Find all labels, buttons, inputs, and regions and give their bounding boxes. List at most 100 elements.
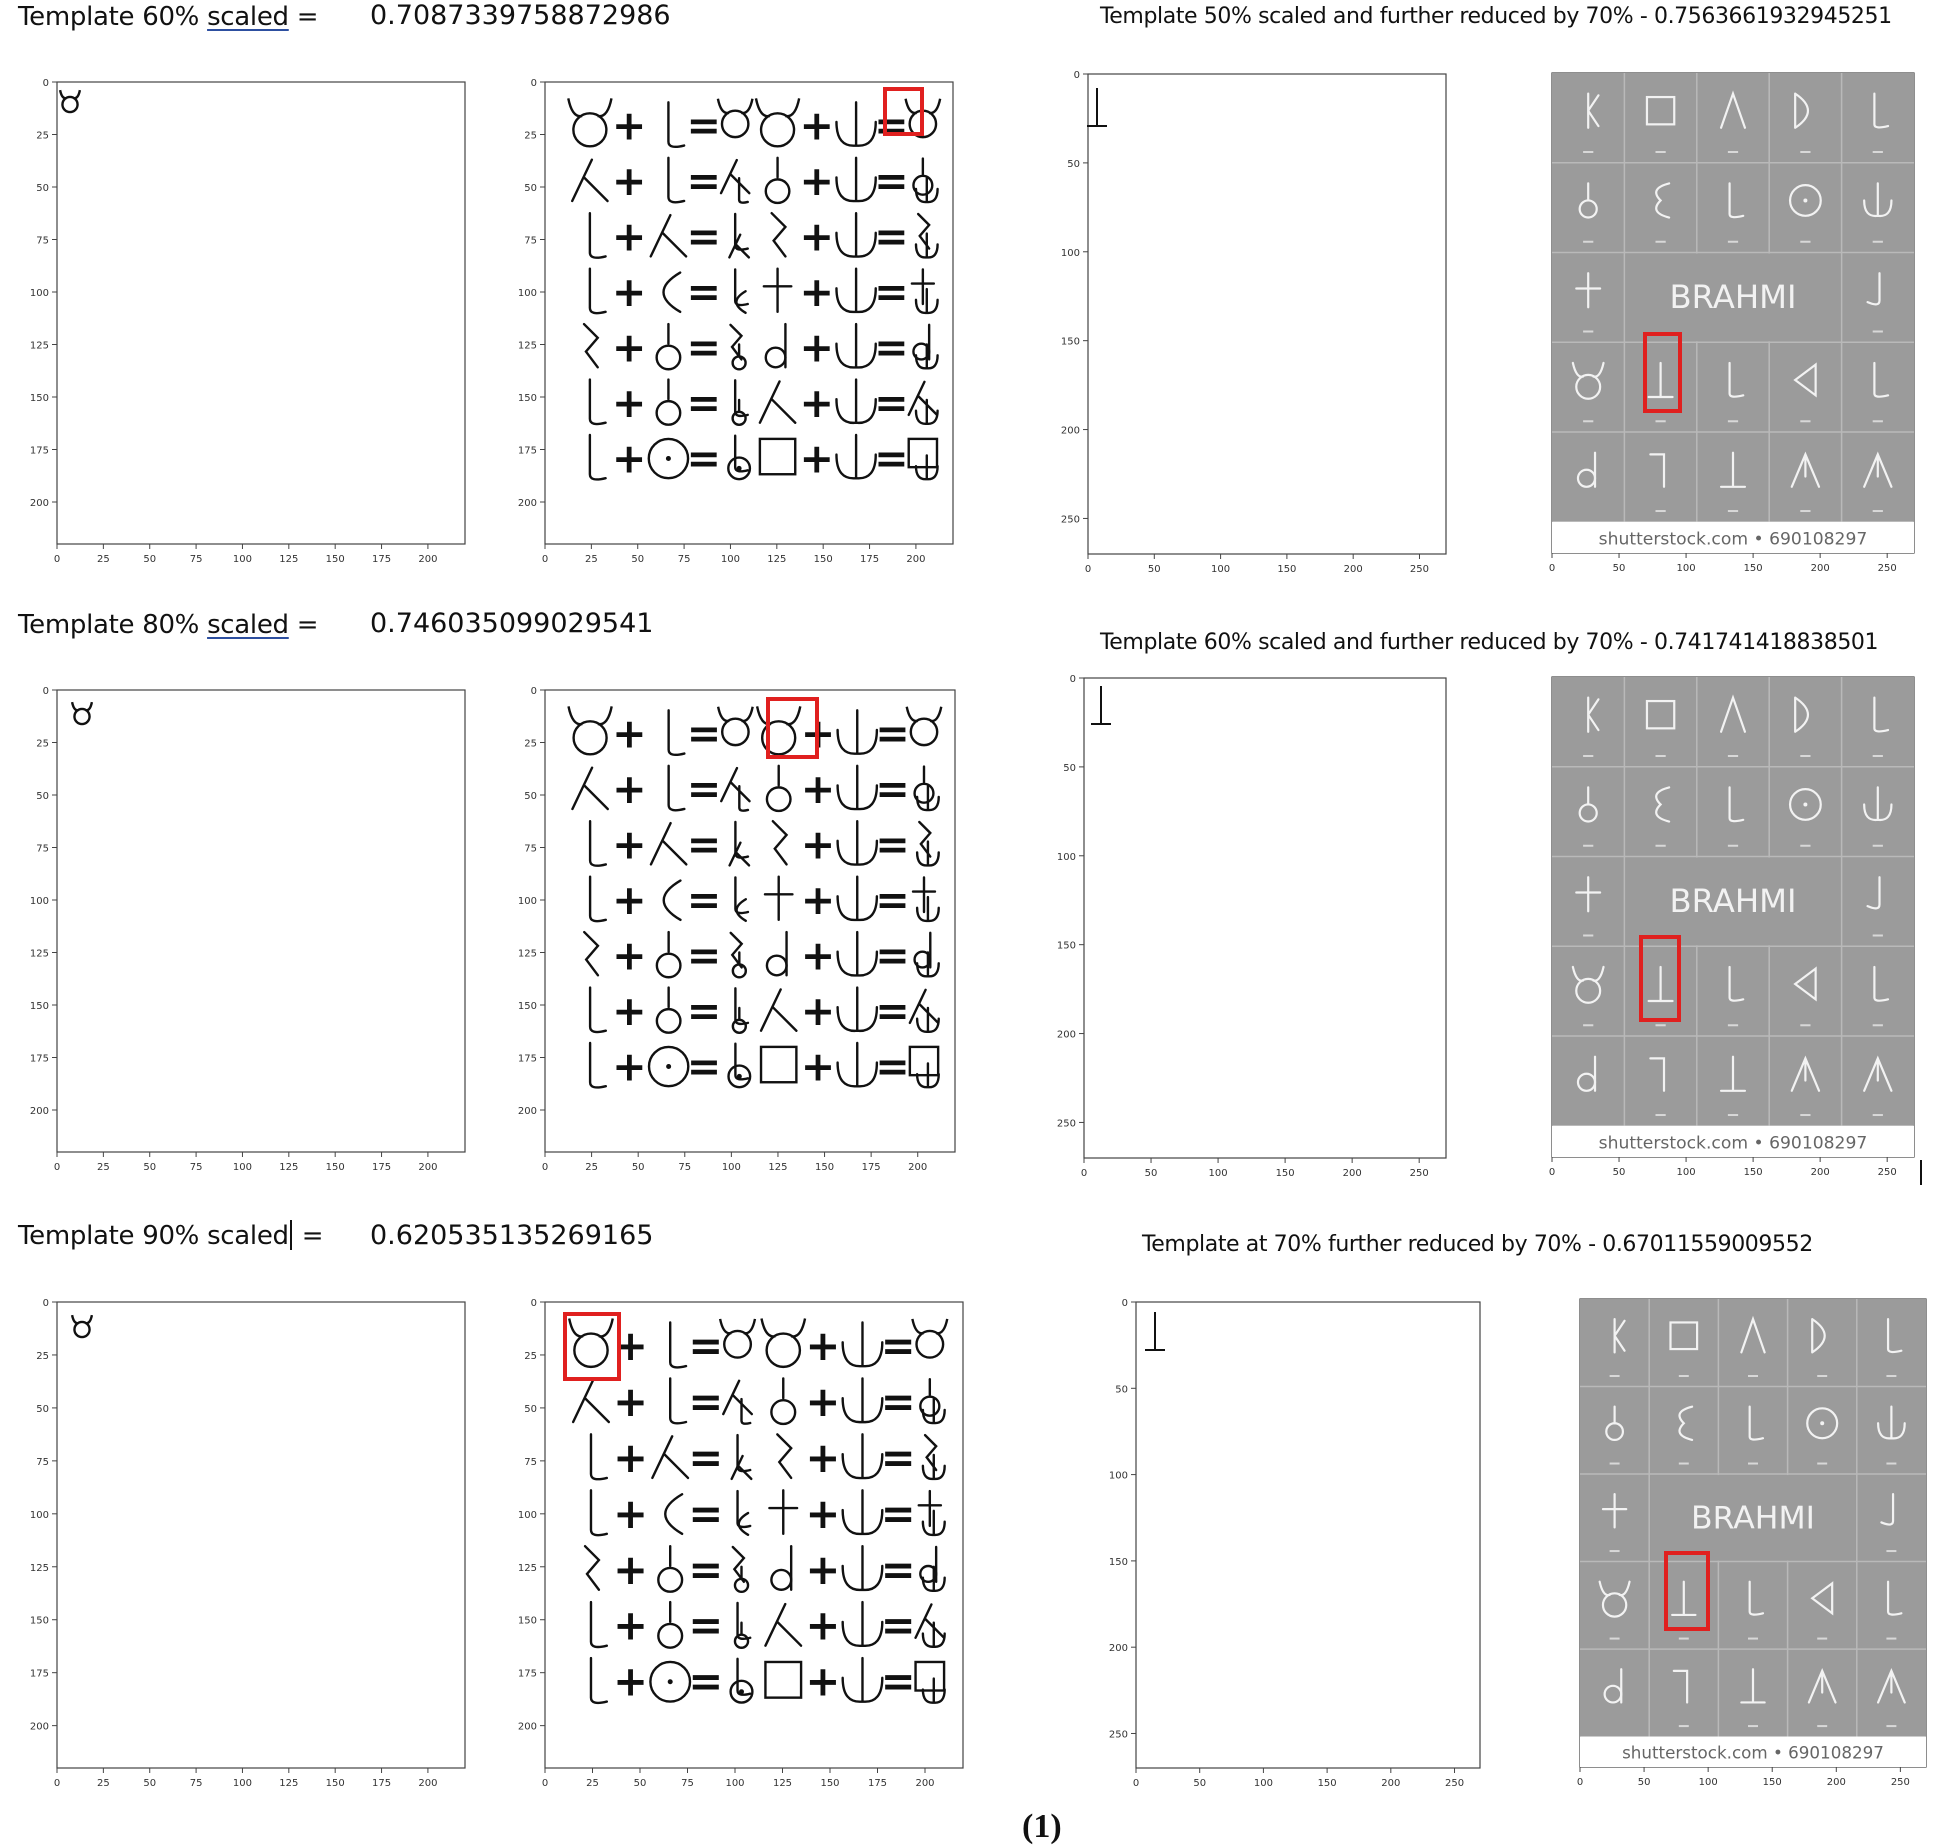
y-tick-label: 125: [30, 341, 49, 352]
ox-horns: [70, 1314, 94, 1325]
match-highlight-box: [1664, 1551, 1710, 1631]
brahmi-glyph: [835, 156, 877, 203]
brahmi-glyph: [915, 895, 940, 923]
y-tick-label: 100: [518, 288, 537, 299]
y-tick-label: 175: [30, 446, 49, 457]
brahmi-glyph: [916, 212, 931, 250]
brahmi-glyph: [588, 433, 607, 481]
reduced-template-glyph: [1145, 1312, 1165, 1351]
chart-glyph: [1863, 182, 1893, 218]
y-tick-label: 0: [531, 78, 537, 89]
row2-title: Template 80% scaled =: [18, 610, 319, 640]
x-tick-label: 50: [1148, 564, 1161, 575]
x-tick-label: 175: [868, 1778, 887, 1789]
y-tick-label: 0: [1074, 70, 1080, 81]
plus-sign: +: [613, 1433, 648, 1482]
chart-glyph: [1788, 788, 1822, 821]
brahmi-glyph: [841, 1377, 884, 1424]
equals-sign: =: [688, 1489, 723, 1538]
x-tick-label: 50: [1613, 563, 1626, 574]
ox-horns: [716, 706, 754, 723]
y-tick-label: 100: [518, 1510, 537, 1521]
x-tick-label: 75: [190, 554, 203, 565]
x-tick-label: 150: [326, 554, 345, 565]
x-tick-label: 250: [1410, 1168, 1429, 1179]
brahmi-glyph: [835, 433, 877, 480]
x-tick-label: 25: [585, 1162, 598, 1173]
brahmi-glyph: [758, 380, 797, 424]
plus-sign: +: [800, 102, 835, 150]
chart-glyph: [1647, 965, 1674, 1003]
plus-sign: +: [612, 876, 647, 924]
plus-sign: +: [805, 1377, 840, 1426]
x-tick-label: 175: [372, 554, 391, 565]
brahmi-glyph: [730, 1454, 753, 1481]
brahmi-glyph: [728, 233, 751, 259]
ox-horns: [754, 98, 801, 118]
brahmi-glyph: [589, 1433, 609, 1481]
equals-sign: =: [686, 213, 721, 261]
brahmi-glyph: [917, 1489, 943, 1528]
chart-glyph-bowl: [1603, 1684, 1623, 1704]
brahmi-glyph: [914, 343, 939, 370]
brahmi-glyph: [771, 820, 789, 866]
plus-sign: +: [612, 157, 647, 205]
equals-sign: =: [687, 1042, 722, 1090]
y-tick-label: 25: [524, 739, 537, 750]
brahmi-glyph: [835, 267, 877, 314]
equals-sign: =: [686, 157, 721, 205]
y-tick-label: 250: [1057, 1118, 1076, 1129]
x-tick-label: 50: [632, 1162, 645, 1173]
x-tick-label: 200: [1344, 564, 1363, 575]
y-tick-label: 175: [518, 446, 537, 457]
chart-glyph: [1647, 361, 1674, 399]
y-tick-label: 75: [524, 236, 537, 247]
brahmi-glyph: [735, 898, 748, 923]
sun-dot: [736, 1073, 742, 1079]
brahmi-glyph: [921, 1565, 946, 1592]
x-tick-label: 0: [1577, 1777, 1583, 1788]
brahmi-glyph: [667, 709, 686, 757]
ox-glyph: [61, 95, 79, 114]
x-tick-label: 50: [1145, 1168, 1158, 1179]
equals-sign: =: [875, 1042, 910, 1090]
axes-frame: [1087, 73, 1447, 555]
equals-sign: =: [881, 1433, 916, 1482]
equals-sign: =: [686, 268, 721, 316]
ox-glyph: [73, 1320, 91, 1339]
chart-glyph: [1886, 1580, 1903, 1616]
sun-glyph: [727, 1064, 752, 1089]
equals-sign: =: [881, 1377, 916, 1426]
footer-strip: [1580, 1736, 1926, 1767]
x-tick-label: 100: [233, 1162, 252, 1173]
plus-sign: +: [612, 765, 647, 813]
y-tick-label: 150: [1109, 1557, 1128, 1568]
chart-glyph: [1719, 90, 1747, 129]
sun-glyph: [647, 437, 690, 480]
y-tick-label: 200: [518, 498, 537, 509]
sun-glyph: [729, 1679, 754, 1704]
equals-sign: =: [881, 1601, 916, 1650]
x-tick-label: 250: [1445, 1778, 1464, 1789]
x-tick-label: 200: [1811, 1167, 1830, 1178]
y-tick-label: 200: [518, 1106, 537, 1117]
y-tick-label: 250: [1109, 1729, 1128, 1740]
y-tick-label: 0: [531, 686, 537, 697]
brahmi-plot-row3: 0 50 100 150 200 250 BRAHMI shutterstock.com • …: [1577, 1298, 1927, 1788]
ox-glyph: [572, 112, 608, 148]
chart-glyph: [1728, 361, 1745, 398]
brahmi-label: BRAHMI: [1669, 882, 1796, 920]
x-tick-label: 0: [54, 1162, 60, 1173]
chart-glyph: [1728, 965, 1745, 1002]
match-highlight-box: [1639, 935, 1681, 1022]
chart-glyph: [1788, 184, 1822, 217]
plus-sign: +: [801, 931, 836, 979]
x-tick-label: 200: [418, 554, 437, 565]
square-glyph: [759, 1045, 798, 1084]
x-tick-label: 100: [1211, 564, 1230, 575]
x-tick-label: 0: [54, 554, 60, 565]
footer-strip: [1552, 521, 1914, 553]
y-tick-label: 75: [524, 1457, 537, 1468]
chart-glyph: [1866, 272, 1881, 306]
chart-glyph: [1672, 1669, 1689, 1704]
